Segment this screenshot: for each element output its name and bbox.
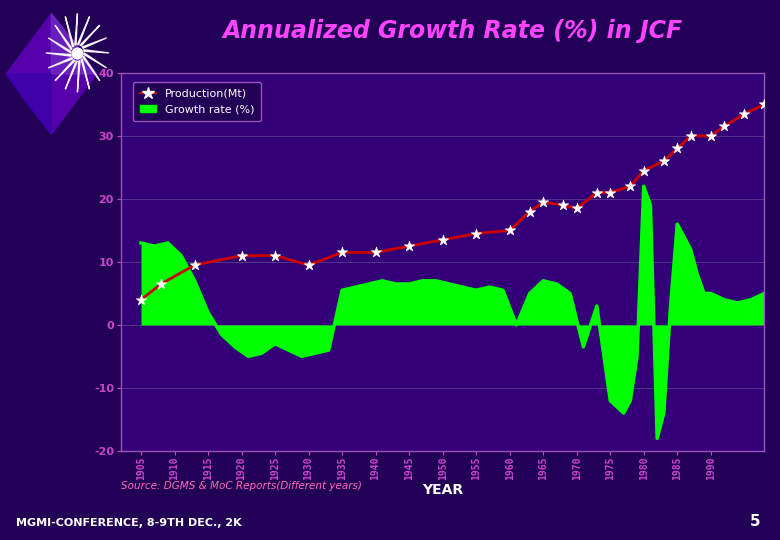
Point (403, 242, 416, 251)
Polygon shape (83, 50, 109, 53)
Point (470, 229, 482, 238)
Point (758, 100, 771, 109)
Polygon shape (6, 74, 51, 134)
Point (671, 144, 683, 153)
Text: 5: 5 (750, 515, 760, 530)
Polygon shape (84, 53, 107, 68)
Polygon shape (66, 17, 73, 47)
Point (718, 122, 730, 131)
Polygon shape (55, 25, 72, 50)
Point (436, 235, 448, 244)
Point (738, 110, 750, 118)
Point (71, 49, 83, 57)
Point (303, 261, 315, 269)
Legend: Production(Mt), Growth rate (%): Production(Mt), Growth rate (%) (133, 82, 261, 121)
Point (604, 188, 616, 197)
Point (624, 182, 636, 191)
Point (370, 248, 382, 256)
Point (658, 157, 670, 165)
Point (336, 248, 349, 256)
Text: Annualized Growth Rate (%) in JCF: Annualized Growth Rate (%) in JCF (222, 19, 682, 43)
Polygon shape (55, 60, 75, 80)
Point (684, 132, 697, 140)
Point (590, 188, 603, 197)
Point (236, 251, 248, 260)
Polygon shape (75, 14, 77, 45)
Point (135, 295, 147, 304)
Point (557, 201, 569, 210)
Point (537, 198, 549, 206)
Point (155, 280, 168, 288)
Polygon shape (51, 14, 97, 74)
Point (704, 132, 717, 140)
Point (269, 251, 282, 260)
Polygon shape (77, 17, 90, 45)
X-axis label: YEAR: YEAR (422, 483, 463, 497)
Point (637, 166, 650, 175)
Point (503, 226, 516, 235)
Point (189, 261, 201, 269)
Polygon shape (80, 25, 100, 46)
Polygon shape (48, 38, 71, 53)
Polygon shape (46, 53, 71, 56)
Polygon shape (77, 60, 80, 92)
Point (570, 204, 583, 213)
Polygon shape (82, 38, 107, 48)
Text: Source: DGMS & MoC Reports(Different years): Source: DGMS & MoC Reports(Different yea… (121, 481, 362, 491)
Polygon shape (81, 59, 90, 89)
Point (523, 207, 536, 216)
Polygon shape (48, 58, 73, 68)
Polygon shape (83, 56, 100, 80)
Text: MGMI-CONFERENCE, 8-9TH DEC., 2K: MGMI-CONFERENCE, 8-9TH DEC., 2K (16, 518, 241, 529)
Polygon shape (66, 61, 77, 89)
Polygon shape (6, 14, 97, 134)
